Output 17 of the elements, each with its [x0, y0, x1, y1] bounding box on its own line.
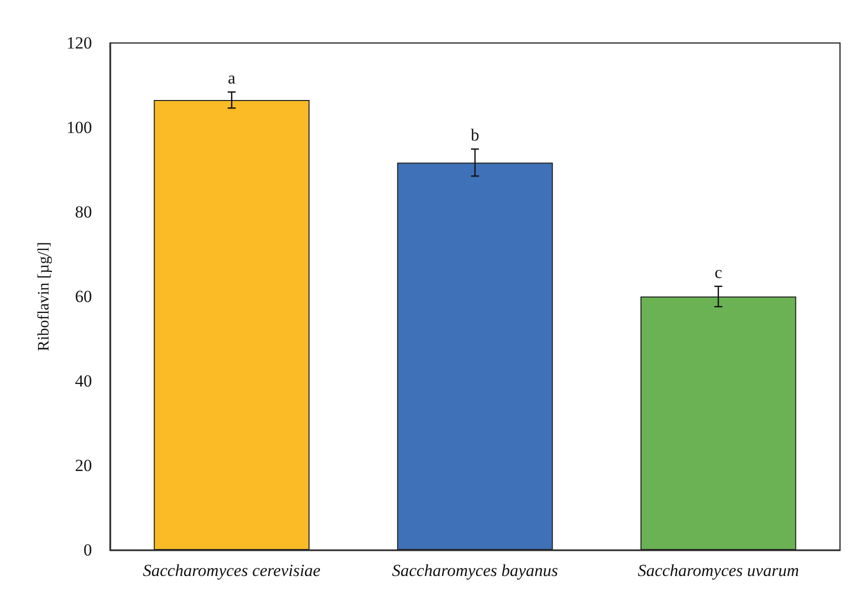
y-axis-title: Riboflavin [µg/l] [36, 242, 52, 352]
y-tick-label: 60 [75, 287, 92, 306]
x-tick-label: Saccharomyces uvarum [638, 561, 799, 580]
bar [640, 296, 796, 550]
annotation: c [714, 262, 723, 282]
y-tick-label: 20 [75, 456, 92, 475]
annotation: b [470, 126, 480, 145]
x-tick-label: Saccharomyces cerevisiae [142, 561, 321, 580]
y-tick-label: 40 [75, 372, 92, 390]
x-tick-label: Saccharomyces bayanus [392, 561, 558, 580]
y-tick-label: 80 [75, 202, 92, 222]
bar [154, 100, 310, 550]
bar [397, 162, 553, 550]
y-tick-label: 120 [66, 34, 92, 52]
annotation: a [228, 68, 236, 88]
y-tick-label: 100 [66, 118, 92, 137]
y-tick-label: 0 [84, 540, 92, 560]
